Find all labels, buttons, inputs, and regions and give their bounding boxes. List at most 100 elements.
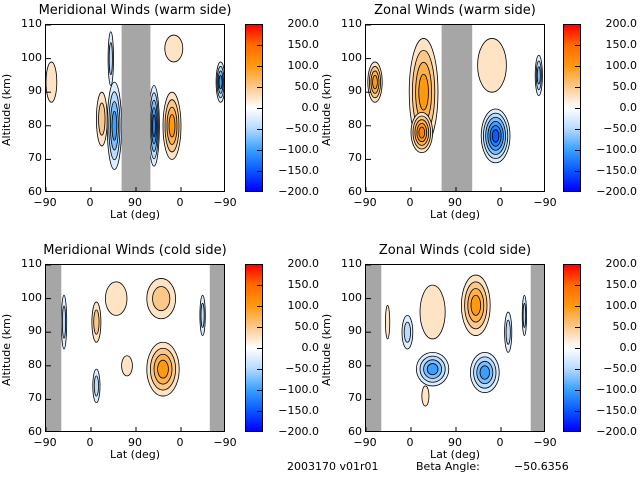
y-tick-label: 110 xyxy=(21,17,42,30)
chart-title: Meridional Winds (cold side) xyxy=(43,243,227,258)
x-tick-label: 0 xyxy=(86,436,94,449)
colorbar-tick-label: 0.0 xyxy=(301,101,320,114)
contour-level xyxy=(168,114,176,138)
y-axis-label: Altitude (km) xyxy=(320,73,333,146)
colorbar-tick-label: 200.0 xyxy=(605,17,638,30)
contour-level xyxy=(421,385,430,407)
colorbar-tick-mark xyxy=(257,411,262,412)
y-axis-label: Altitude (km) xyxy=(320,313,333,386)
y-tick-label: 60 xyxy=(28,185,42,198)
colorbar-tick-mark xyxy=(257,327,262,328)
y-tick-label: 100 xyxy=(21,50,42,64)
y-tick-label: 110 xyxy=(21,257,42,270)
contour-level xyxy=(491,129,500,143)
contour-level xyxy=(121,355,133,377)
colorbar-tick-mark xyxy=(575,327,580,328)
x-axis-label: Lat (deg) xyxy=(110,208,160,221)
y-tick-label: 90 xyxy=(28,84,42,98)
x-tick-label: 0 xyxy=(406,436,414,449)
colorbar-tick-mark xyxy=(575,348,580,349)
contour-level xyxy=(108,42,113,76)
colorbar-tick-mark xyxy=(257,369,262,370)
y-tick-label: 110 xyxy=(341,17,362,30)
contour-plot xyxy=(366,25,543,191)
x-tick-label: 0 xyxy=(496,436,504,449)
chart-title: Meridional Winds (warm side) xyxy=(38,3,232,18)
colorbar-tick-label: 200.0 xyxy=(287,257,320,270)
contour-level xyxy=(200,302,205,328)
x-tick-label: 0 xyxy=(496,196,504,209)
plot-area xyxy=(365,264,545,432)
colorbar-tick-mark xyxy=(575,171,580,172)
y-tick-label: 70 xyxy=(28,151,42,165)
colorbar-tick-label: 200.0 xyxy=(287,17,320,30)
colorbar-tick-mark xyxy=(257,306,262,307)
colorbar-tick-label: 0.0 xyxy=(619,101,638,114)
colorbar-tick-mark xyxy=(575,129,580,130)
contour-level xyxy=(477,38,507,93)
contour-level xyxy=(61,305,67,339)
contour-level xyxy=(46,61,58,103)
chart-title: Zonal Winds (warm side) xyxy=(374,3,536,18)
colorbar-tick-label: −150.0 xyxy=(278,404,319,417)
colorbar-tick-mark xyxy=(575,87,580,88)
colorbar-tick-label: 100.0 xyxy=(605,59,638,72)
colorbar-tick-label: 50.0 xyxy=(294,320,320,333)
x-tick-label: 0 xyxy=(406,196,414,209)
plot-area xyxy=(45,24,225,192)
colorbar-tick-mark xyxy=(257,150,262,151)
masked-region xyxy=(366,265,382,431)
colorbar-tick-label: 150.0 xyxy=(287,38,320,51)
colorbar-tick-label: 100.0 xyxy=(287,59,320,72)
y-tick-label: 100 xyxy=(341,50,362,64)
colorbar-tick-label: 50.0 xyxy=(612,320,638,333)
colorbar-tick-label: 50.0 xyxy=(612,80,638,93)
y-tick-label: 80 xyxy=(28,117,42,131)
colorbar-tick-label: −50.0 xyxy=(285,362,319,375)
colorbar-tick-label: 0.0 xyxy=(301,341,320,354)
y-tick-label: 70 xyxy=(348,151,362,165)
colorbar-tick-mark xyxy=(575,285,580,286)
colorbar-tick-label: −200.0 xyxy=(596,185,637,198)
contour-level xyxy=(426,363,439,376)
y-tick-label: 60 xyxy=(348,185,362,198)
file-version-label: 2003170 v01r01 xyxy=(287,460,379,473)
contour-level xyxy=(419,284,446,340)
colorbar-tick-mark xyxy=(257,285,262,286)
x-axis-label: Lat (deg) xyxy=(430,208,480,221)
colorbar-tick-label: −150.0 xyxy=(596,164,637,177)
contour-level xyxy=(536,66,541,85)
y-tick-label: 110 xyxy=(341,257,362,270)
contour-level xyxy=(522,302,527,328)
colorbar-tick-mark xyxy=(575,45,580,46)
contour-level xyxy=(385,304,391,340)
x-tick-label: −90 xyxy=(213,436,237,449)
colorbar-tick-label: −50.0 xyxy=(285,122,319,135)
colorbar-tick-mark xyxy=(575,369,580,370)
y-tick-label: 80 xyxy=(348,357,362,371)
y-tick-label: 70 xyxy=(348,391,362,405)
x-tick-label: −90 xyxy=(353,196,377,209)
y-tick-label: 80 xyxy=(348,117,362,131)
x-tick-label: 90 xyxy=(128,436,142,449)
plot-area xyxy=(45,264,225,432)
colorbar-tick-label: 100.0 xyxy=(287,299,320,312)
colorbar-tick-mark xyxy=(257,348,262,349)
x-tick-label: 0 xyxy=(176,196,184,209)
x-tick-label: −90 xyxy=(533,436,557,449)
beta-angle-value: −50.6356 xyxy=(514,460,569,473)
contour-level xyxy=(93,309,100,335)
masked-region xyxy=(209,265,224,431)
x-axis-label: Lat (deg) xyxy=(110,448,160,461)
contour-plot xyxy=(46,265,224,431)
x-tick-label: −90 xyxy=(533,196,557,209)
x-tick-label: 0 xyxy=(86,196,94,209)
y-tick-label: 60 xyxy=(348,425,362,438)
contour-level xyxy=(104,281,128,316)
contour-level xyxy=(152,286,171,312)
colorbar-tick-label: −50.0 xyxy=(603,362,637,375)
colorbar-tick-mark xyxy=(257,171,262,172)
colorbar-tick-mark xyxy=(575,411,580,412)
contour-level xyxy=(479,365,491,380)
contour-level xyxy=(418,73,429,111)
